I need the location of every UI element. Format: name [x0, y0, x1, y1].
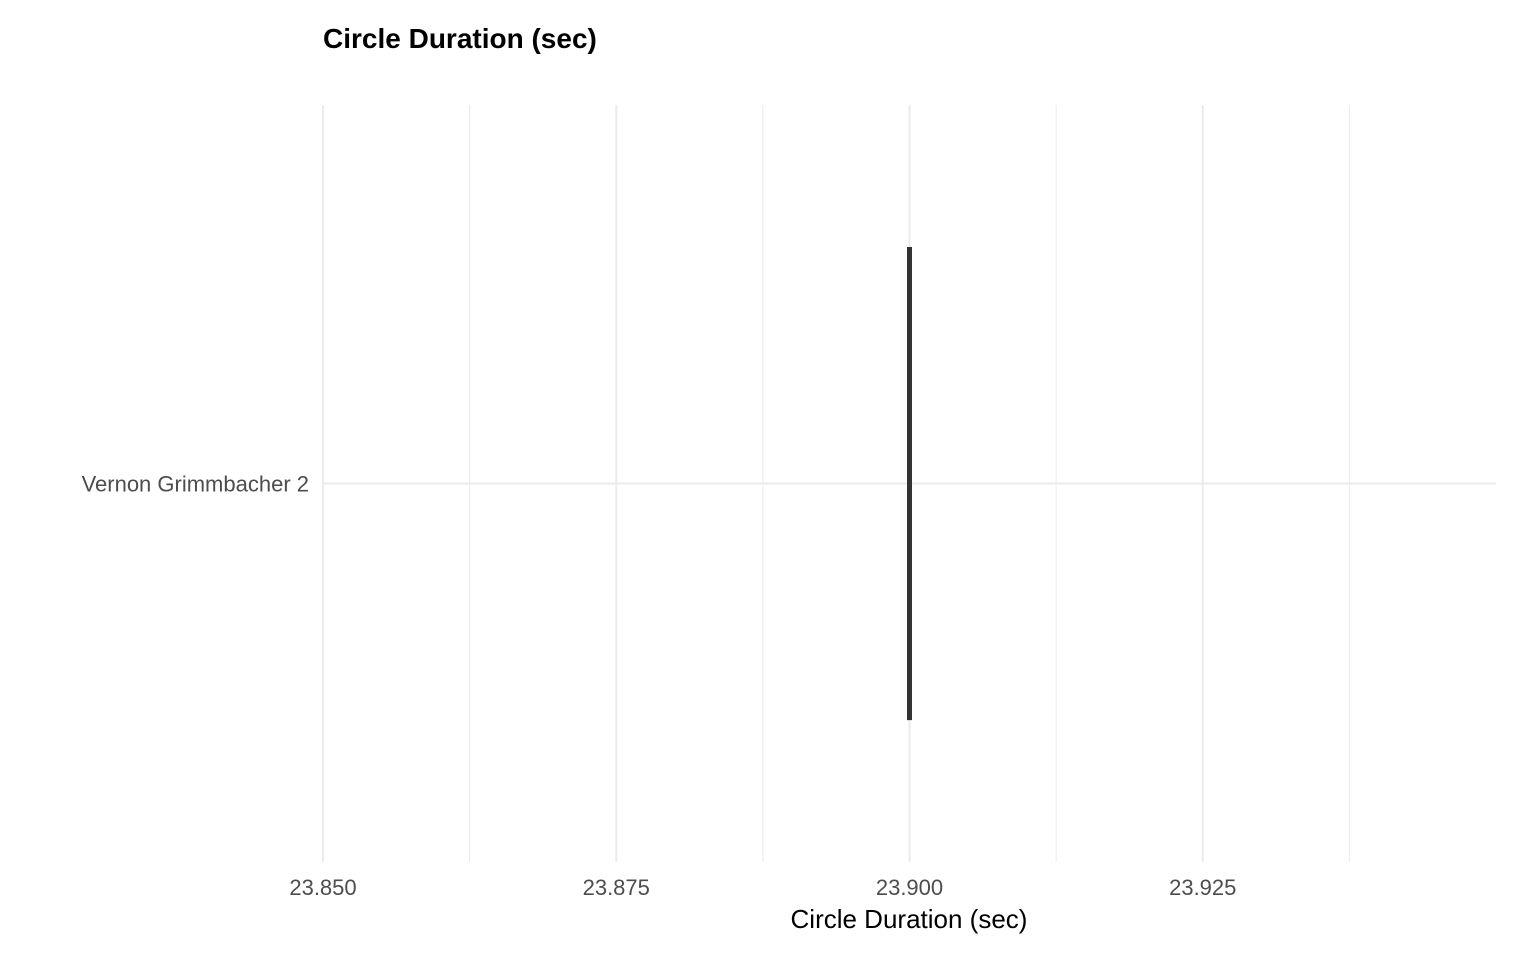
y-tick-label: Vernon Grimmbacher 2 [82, 472, 309, 497]
x-axis-title: Circle Duration (sec) [791, 904, 1028, 934]
x-tick-label: 23.900 [876, 875, 943, 900]
x-tick-label: 23.925 [1169, 875, 1236, 900]
x-tick-label: 23.875 [583, 875, 650, 900]
y-tick-labels: Vernon Grimmbacher 2 [82, 472, 309, 497]
x-tick-labels: 23.850 23.875 23.900 23.925 [289, 875, 1236, 900]
chart-title: Circle Duration (sec) [323, 23, 597, 54]
x-tick-label: 23.850 [289, 875, 356, 900]
